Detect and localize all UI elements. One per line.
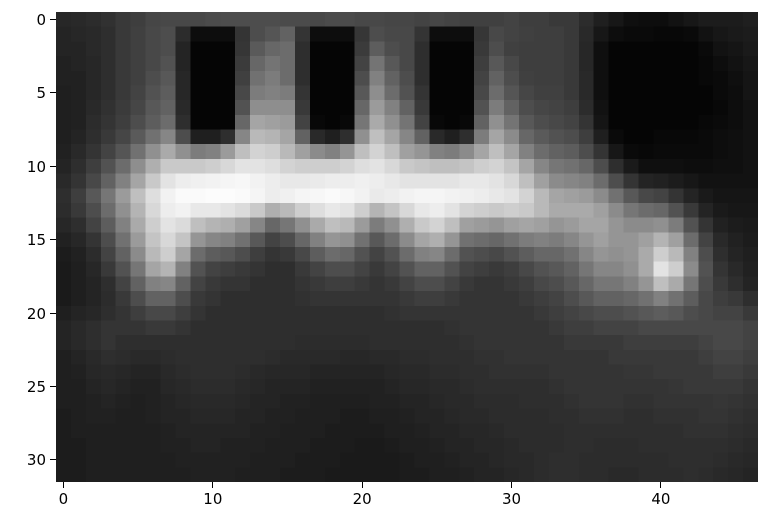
x-tick-label: 30 (492, 490, 532, 508)
x-tick-mark (212, 482, 213, 488)
y-tick-mark (50, 92, 56, 93)
x-tick-label: 40 (641, 490, 681, 508)
figure: 0 10 20 30 40 0 5 10 15 20 25 30 (0, 0, 768, 530)
y-tick-mark (50, 239, 56, 240)
x-tick-mark (63, 482, 64, 488)
y-tick-label: 5 (6, 84, 46, 102)
y-tick-mark (50, 459, 56, 460)
y-tick-label: 10 (6, 158, 46, 176)
y-tick-label: 0 (6, 11, 46, 29)
x-tick-mark (511, 482, 512, 488)
y-tick-label: 15 (6, 231, 46, 249)
y-tick-mark (50, 166, 56, 167)
y-tick-mark (50, 19, 56, 20)
y-tick-label: 20 (6, 305, 46, 323)
y-tick-mark (50, 386, 56, 387)
y-tick-label: 30 (6, 451, 46, 469)
x-tick-label: 10 (193, 490, 233, 508)
x-tick-label: 0 (43, 490, 83, 508)
x-tick-label: 20 (342, 490, 382, 508)
y-tick-label: 25 (6, 378, 46, 396)
x-tick-mark (660, 482, 661, 488)
y-tick-mark (50, 313, 56, 314)
x-tick-mark (362, 482, 363, 488)
heatmap-image (56, 12, 758, 482)
